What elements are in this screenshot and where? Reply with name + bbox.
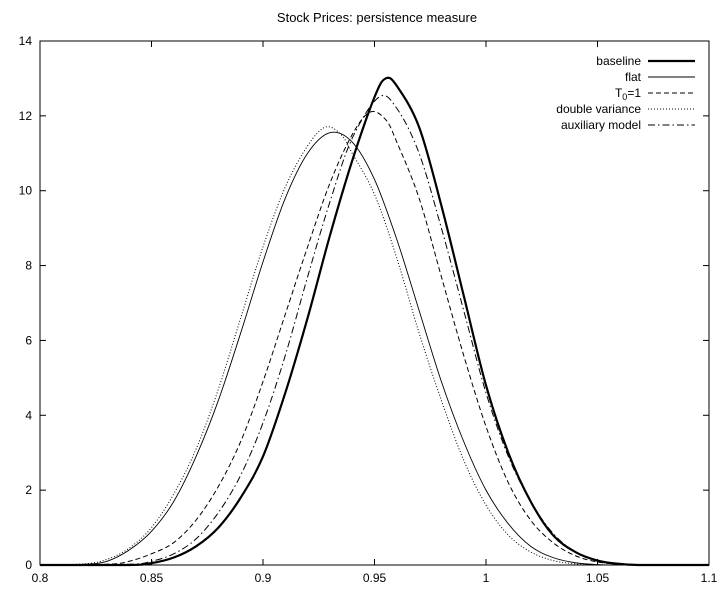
legend-label: flat	[625, 70, 642, 84]
series-line-double-variance	[39, 126, 709, 566]
y-tick-label: 12	[19, 109, 33, 123]
y-tick-label: 14	[19, 34, 33, 48]
x-tick-label: 0.9	[255, 571, 272, 585]
x-tick-label: 0.95	[363, 571, 387, 585]
y-tick-label: 0	[25, 558, 32, 572]
y-tick-label: 10	[19, 184, 33, 198]
y-tick-label: 2	[25, 483, 32, 497]
x-tick-label: 1	[483, 571, 490, 585]
y-tick-label: 8	[25, 259, 32, 273]
axis-ticks: 0.8 0.85 0.9 0.95 1 1.05 1.1 0 2 4 6 8 10 12 14	[19, 34, 718, 585]
legend-label: T0=1	[615, 86, 641, 102]
y-tick-label: 4	[25, 408, 32, 422]
series-line-auxiliary-model	[39, 94, 709, 566]
legend-label: double variance	[556, 102, 641, 116]
y-tick-label: 6	[25, 333, 32, 347]
legend-label: auxiliary model	[561, 118, 641, 132]
series-lines	[39, 76, 709, 567]
x-tick-label: 0.8	[32, 571, 49, 585]
x-tick-label: 1.05	[586, 571, 610, 585]
series-line-baseline	[39, 76, 709, 567]
series-line-t-0-1	[39, 111, 709, 566]
x-tick-label: 1.1	[701, 571, 718, 585]
series-line-flat	[39, 131, 709, 566]
legend-label: baseline	[596, 54, 641, 68]
x-tick-label: 0.85	[140, 571, 164, 585]
chart-title: Stock Prices: persistence measure	[277, 10, 477, 25]
